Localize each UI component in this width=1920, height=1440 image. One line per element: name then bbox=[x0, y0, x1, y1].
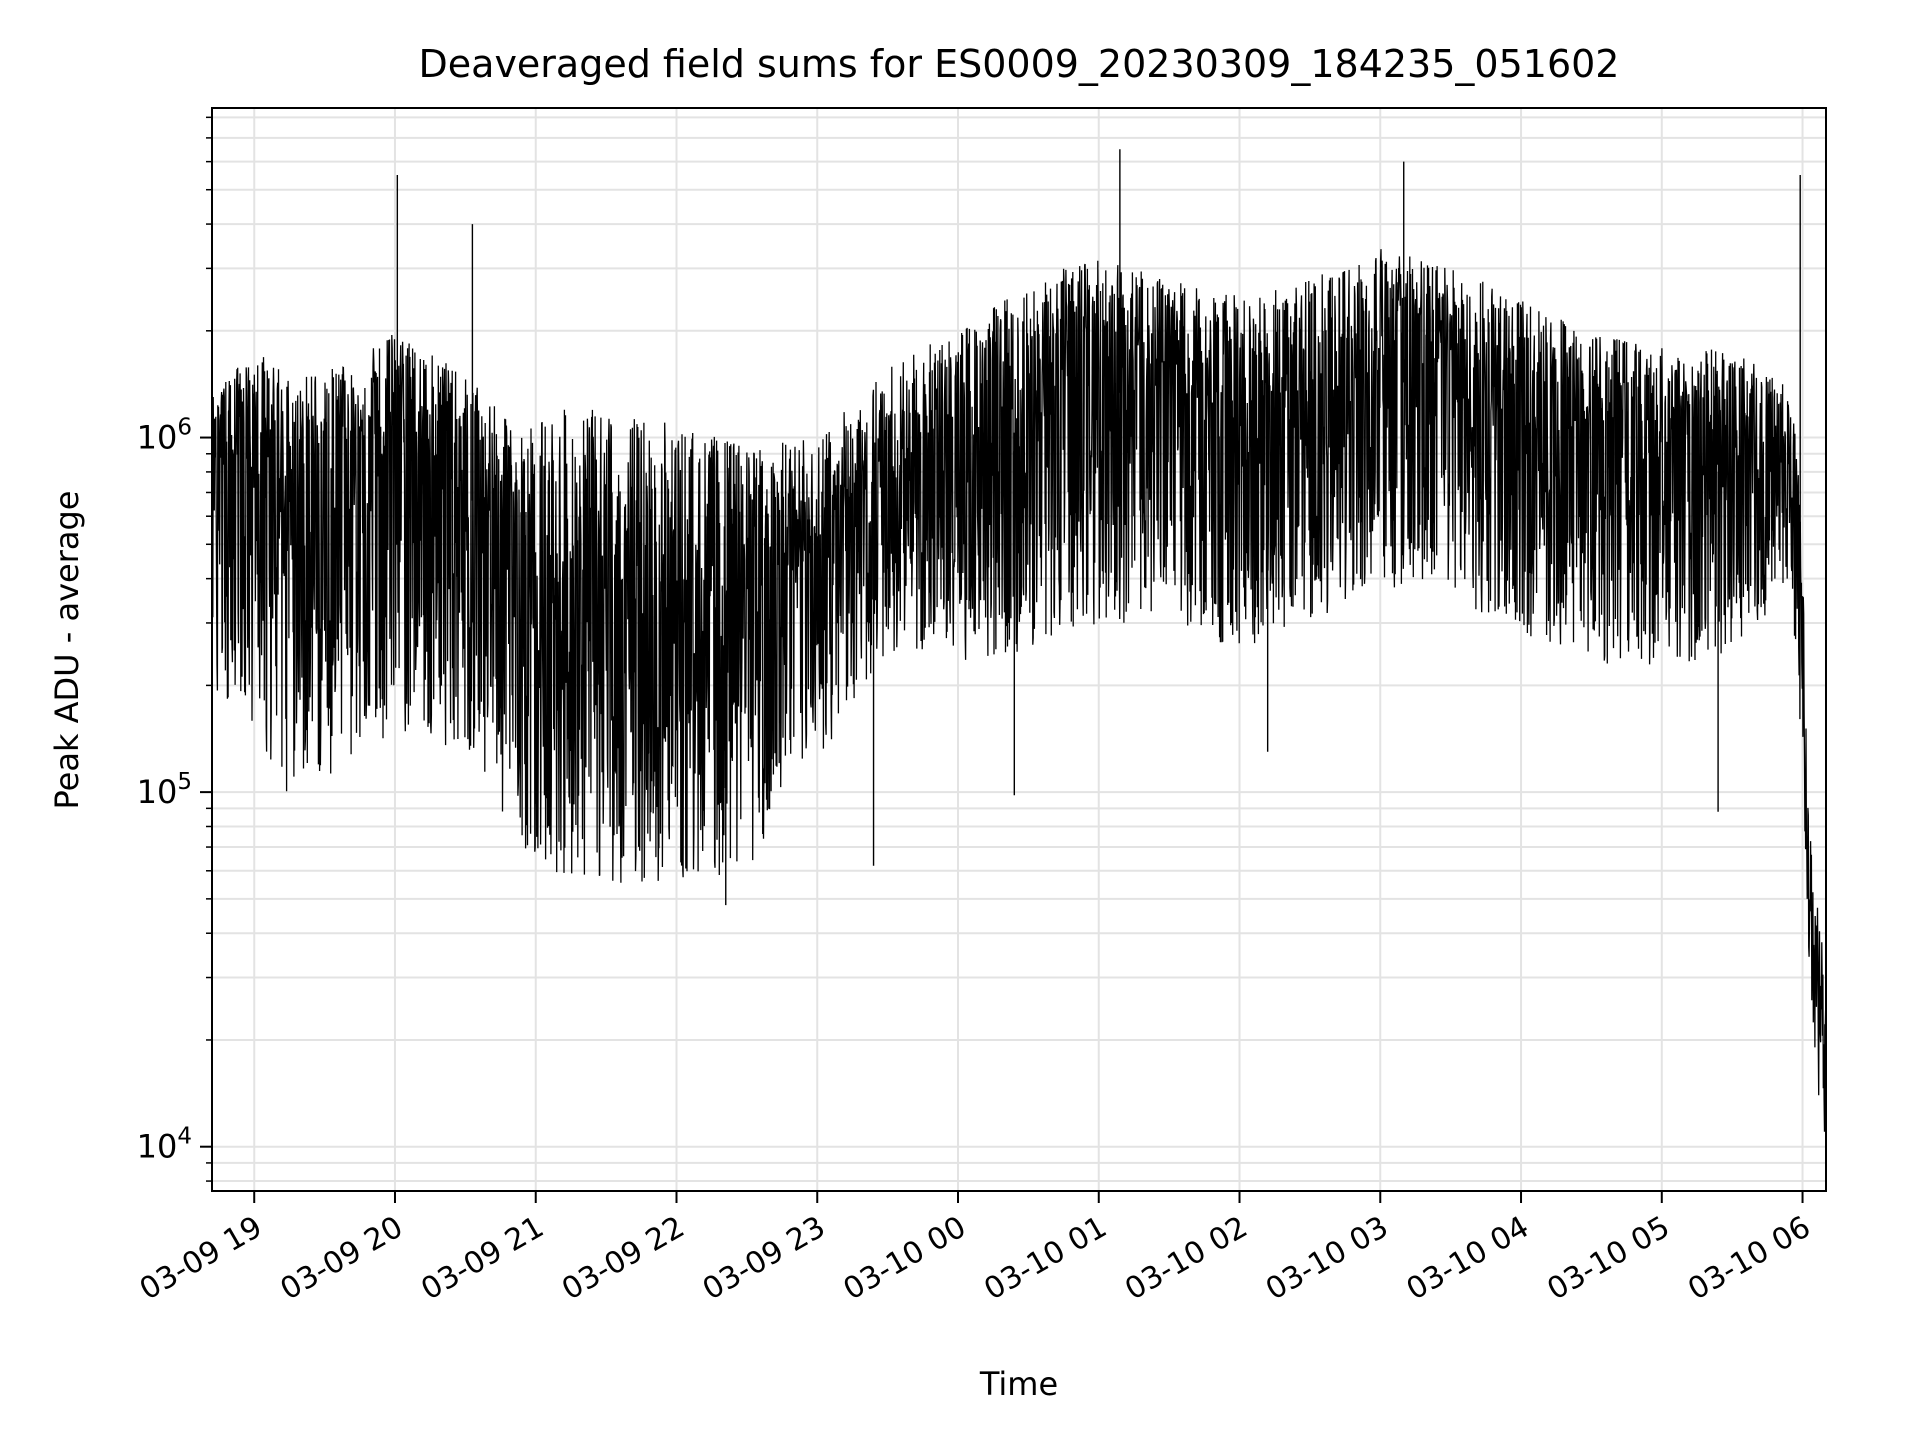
y-tick-label: 106 bbox=[137, 415, 192, 457]
chart-title: Deaveraged field sums for ES0009_2023030… bbox=[419, 42, 1620, 86]
series-line bbox=[211, 249, 1827, 1132]
x-axis-label: Time bbox=[979, 1365, 1058, 1403]
y-axis-label: Peak ADU - average bbox=[48, 491, 86, 810]
y-tick-base: 10 bbox=[137, 773, 178, 811]
y-tick-exponent: 6 bbox=[177, 415, 192, 441]
data-series bbox=[211, 149, 1827, 1132]
y-tick-base: 10 bbox=[137, 419, 178, 457]
y-tick-label: 104 bbox=[137, 1124, 192, 1166]
y-tick-exponent: 5 bbox=[177, 769, 192, 795]
y-tick-exponent: 4 bbox=[177, 1124, 192, 1150]
y-tick-base: 10 bbox=[137, 1128, 178, 1166]
y-tick-label: 105 bbox=[137, 769, 192, 811]
plot-frame bbox=[211, 107, 1827, 1192]
